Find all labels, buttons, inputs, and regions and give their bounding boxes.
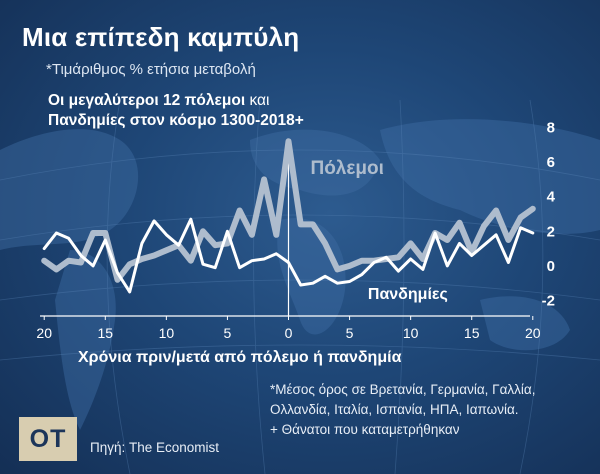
x-tick-label: 15 [464, 325, 480, 341]
chart-title-suffix: και [245, 92, 270, 109]
page-title: Μια επίπεδη καμπύλη [22, 22, 300, 52]
chart-series [41, 138, 536, 294]
y-tick-label: 4 [547, 189, 556, 206]
x-tick-label: 20 [36, 325, 52, 341]
x-tick-label: 10 [159, 325, 175, 341]
y-tick-label: 8 [547, 119, 555, 136]
chart-title-line1: Οι μεγαλύτεροι 12 πόλεμοι και [48, 92, 269, 110]
x-tick-label: 5 [224, 325, 232, 341]
series-line-pandemics [42, 217, 535, 294]
x-tick-label: 10 [403, 325, 419, 341]
y-tick-label: -2 [542, 293, 555, 310]
x-tick-label: 20 [525, 325, 541, 341]
ot-logo: OT [19, 417, 77, 461]
y-tick-label: 2 [547, 223, 555, 240]
source-credit: Πηγή: The Economist [90, 440, 220, 455]
series-line-wars [41, 138, 536, 283]
x-tick-label: 15 [97, 325, 113, 341]
chart-title-line2: Πανδημίες στον κόσμο 1300-2018+ [48, 112, 304, 129]
x-axis-label: Χρόνια πριν/μετά από πόλεμο ή πανδημία [78, 349, 402, 366]
series-label-pandemics: Πανδημίες [368, 286, 448, 303]
footnote-line-1: *Μέσος όρος σε Βρετανία, Γερμανία, Γαλλί… [270, 382, 536, 397]
y-tick-label: 0 [547, 258, 555, 275]
chart-title-main: Οι μεγαλύτεροι 12 πόλεμοι [48, 92, 246, 109]
footnote-line-3: + Θάνατοι που καταμετρήθηκαν [270, 422, 460, 437]
footnote-line-2: Ολλανδία, Ιταλία, Ισπανία, ΗΠΑ, Ιαπωνία. [270, 402, 519, 417]
x-tick-label: 0 [285, 325, 293, 341]
x-tick-label: 5 [346, 325, 354, 341]
y-tick-label: 6 [547, 154, 555, 171]
subtitle: *Τιμάριθμος % ετήσια μεταβολή [46, 61, 256, 78]
series-label-wars: Πόλεμοι [310, 158, 383, 179]
chart-labels: Πόλεμοι Πανδημίες [310, 158, 447, 303]
